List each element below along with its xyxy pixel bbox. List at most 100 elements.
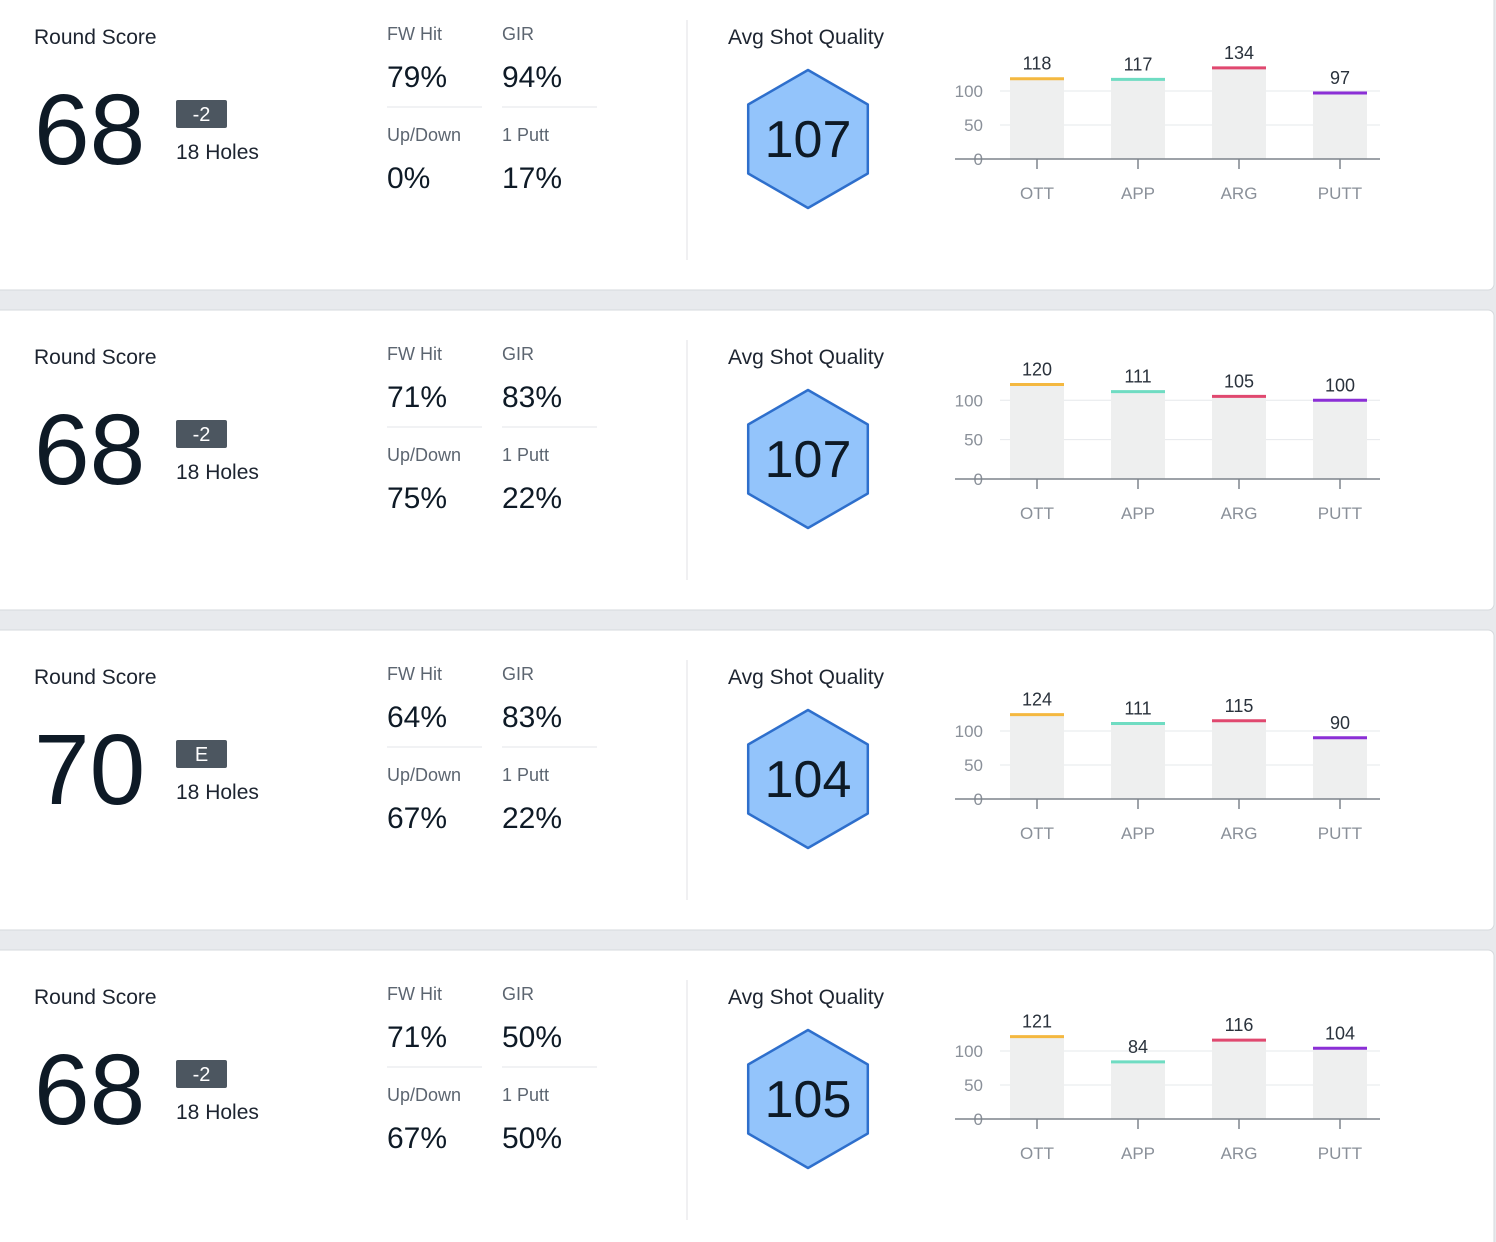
quality-label: Avg Shot Quality (728, 666, 885, 689)
x-tick-label: PUTT (1318, 824, 1362, 843)
y-tick-label: 50 (964, 1076, 983, 1095)
stat-value: 71% (387, 1021, 447, 1054)
bar (1010, 1036, 1064, 1119)
y-tick-label: 50 (964, 756, 983, 775)
value-label: 117 (1124, 54, 1153, 74)
value-label: 124 (1022, 690, 1052, 710)
stat-value: 71% (387, 381, 447, 414)
quality: 107 (765, 431, 852, 489)
bar (1111, 391, 1165, 479)
stat-value: 83% (502, 701, 562, 734)
value-label: 116 (1225, 1015, 1254, 1035)
x-tick-label: OTT (1020, 184, 1054, 203)
value-label: 105 (1224, 371, 1254, 391)
stat-value: 22% (502, 482, 562, 515)
x-tick-label: ARG (1221, 824, 1258, 843)
stat-value: 83% (502, 381, 562, 414)
stat-value: 22% (502, 802, 562, 835)
stat-label: 1 Putt (502, 445, 549, 465)
holes: 18 Holes (176, 781, 259, 804)
holes: 18 Holes (176, 1101, 259, 1124)
stat-label: Up/Down (387, 125, 461, 145)
stat-label: FW Hit (387, 24, 442, 44)
score: 70 (34, 714, 145, 826)
bar (1111, 1061, 1165, 1119)
value-label: 134 (1224, 43, 1254, 63)
holes: 18 Holes (176, 141, 259, 164)
stat-label: 1 Putt (502, 765, 549, 785)
x-tick-label: OTT (1020, 824, 1054, 843)
to-par: -2 (193, 424, 211, 446)
y-tick-label: 100 (955, 391, 983, 410)
bar (1212, 396, 1266, 479)
value-label: 115 (1225, 696, 1254, 716)
stat-value: 79% (387, 61, 447, 94)
score: 68 (34, 1034, 145, 1146)
to-par-badge (176, 1060, 227, 1088)
stat-label: Up/Down (387, 765, 461, 785)
value-label: 111 (1124, 367, 1151, 387)
stat-value: 17% (502, 162, 562, 195)
stat-label: GIR (502, 984, 534, 1004)
score: 68 (34, 394, 145, 506)
to-par: E (195, 744, 208, 766)
stat-label: Up/Down (387, 445, 461, 465)
to-par-badge (176, 100, 227, 128)
quality: 104 (765, 751, 852, 809)
bar (1010, 78, 1064, 159)
stat-value: 64% (387, 701, 447, 734)
score-label: Round Score (34, 346, 157, 369)
stat-value: 50% (502, 1122, 562, 1155)
bar (1313, 93, 1367, 159)
stat-value: 67% (387, 1122, 447, 1155)
value-label: 121 (1022, 1012, 1052, 1032)
value-label: 120 (1022, 360, 1052, 380)
y-tick-label: 50 (964, 431, 983, 450)
stat-label: 1 Putt (502, 1085, 549, 1105)
x-tick-label: PUTT (1318, 1144, 1362, 1163)
value-label: 104 (1325, 1023, 1355, 1043)
bar (1111, 723, 1165, 799)
y-tick-label: 100 (955, 1042, 983, 1061)
bar (1111, 79, 1165, 159)
stat-value: 67% (387, 802, 447, 835)
x-tick-label: ARG (1221, 184, 1258, 203)
quality-hexagon (746, 68, 870, 210)
value-label: 100 (1325, 375, 1355, 395)
round-card: Round Score 68 -2 18 Holes FW Hit 79% GIR 94% Up… (0, 0, 1495, 291)
round-card: Round Score 68 -2 18 Holes FW Hit 71% GIR 50% Up… (0, 949, 1495, 1242)
bar (1010, 714, 1064, 799)
x-tick-label: ARG (1221, 1144, 1258, 1163)
stat-label: GIR (502, 24, 534, 44)
x-tick-label: PUTT (1318, 184, 1362, 203)
stat-label: GIR (502, 664, 534, 684)
to-par: -2 (193, 1064, 211, 1086)
bar (1313, 1048, 1367, 1119)
quality: 105 (765, 1071, 852, 1129)
bar (1212, 67, 1266, 159)
score-label: Round Score (34, 26, 157, 49)
to-par: -2 (193, 104, 211, 126)
quality-label: Avg Shot Quality (728, 986, 885, 1009)
stat-label: FW Hit (387, 984, 442, 1004)
stat-label: FW Hit (387, 664, 442, 684)
quality-hexagon (746, 388, 870, 530)
value-label: 111 (1124, 698, 1151, 718)
bar (1010, 384, 1064, 479)
score-label: Round Score (34, 666, 157, 689)
value-label: 90 (1330, 713, 1350, 733)
y-tick-label: 100 (955, 82, 983, 101)
bar (1313, 737, 1367, 799)
score: 68 (34, 74, 145, 186)
holes: 18 Holes (176, 461, 259, 484)
to-par-badge (176, 420, 227, 448)
x-tick-label: OTT (1020, 1144, 1054, 1163)
value-label: 97 (1330, 68, 1350, 88)
stat-value: 0% (387, 162, 430, 195)
quality-label: Avg Shot Quality (728, 346, 885, 369)
value-label: 84 (1128, 1037, 1148, 1057)
stat-label: Up/Down (387, 1085, 461, 1105)
y-tick-label: 50 (964, 116, 983, 135)
